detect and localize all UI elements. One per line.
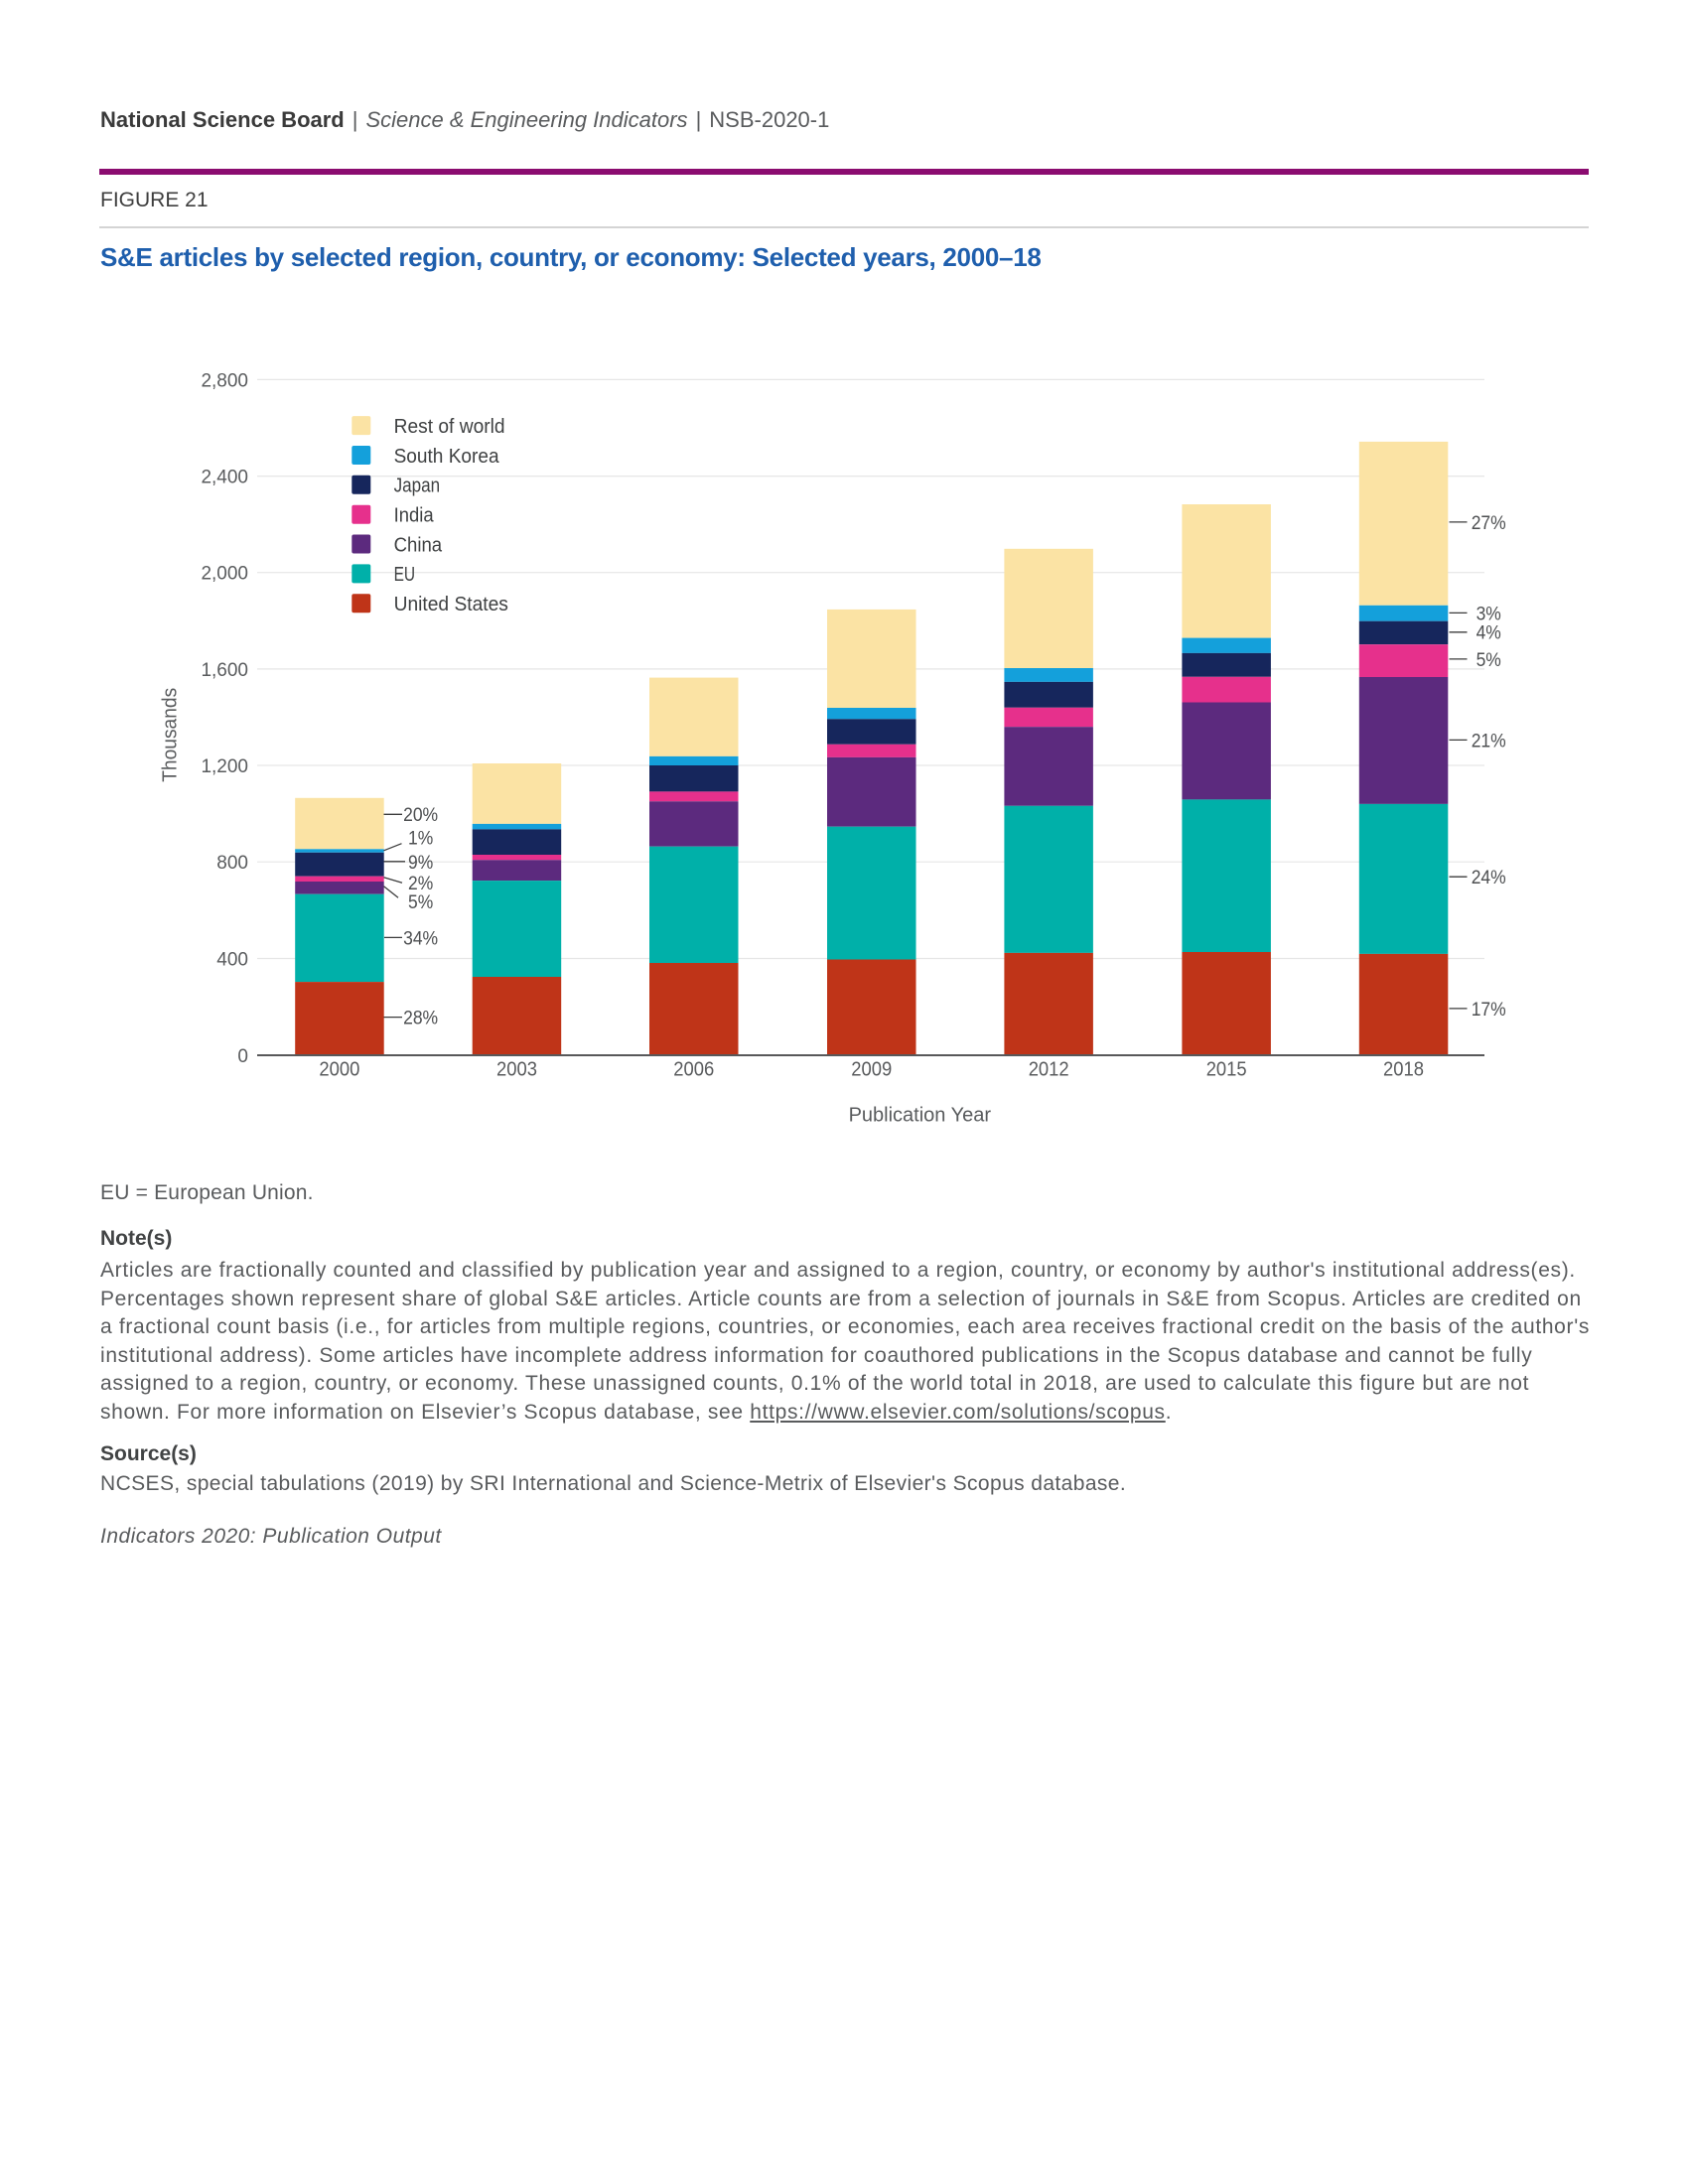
svg-text:28%: 28% [403, 1009, 438, 1029]
svg-text:Thousands: Thousands [160, 688, 182, 782]
svg-text:2006: 2006 [673, 1058, 714, 1080]
svg-text:2000: 2000 [319, 1058, 359, 1080]
svg-text:2018: 2018 [1383, 1058, 1424, 1080]
svg-text:400: 400 [216, 949, 248, 970]
svg-text:2%: 2% [408, 874, 433, 894]
svg-text:2,000: 2,000 [201, 564, 248, 585]
svg-text:27%: 27% [1472, 513, 1506, 534]
svg-text:2012: 2012 [1029, 1058, 1069, 1080]
svg-text:20%: 20% [403, 805, 438, 826]
svg-text:United States: United States [394, 594, 508, 615]
svg-text:South Korea: South Korea [394, 446, 500, 468]
svg-text:3%: 3% [1477, 604, 1501, 624]
svg-text:21%: 21% [1472, 731, 1506, 751]
svg-text:India: India [394, 505, 435, 527]
svg-text:24%: 24% [1472, 868, 1506, 888]
svg-text:800: 800 [216, 853, 248, 874]
svg-text:9%: 9% [408, 853, 433, 874]
svg-text:1%: 1% [408, 828, 433, 849]
svg-text:17%: 17% [1472, 1000, 1506, 1021]
svg-text:5%: 5% [408, 892, 433, 913]
svg-text:1,600: 1,600 [201, 660, 248, 681]
svg-text:Japan: Japan [394, 476, 441, 497]
svg-text:4%: 4% [1477, 623, 1501, 644]
svg-text:2015: 2015 [1206, 1058, 1247, 1080]
svg-text:2003: 2003 [496, 1058, 537, 1080]
svg-text:2,800: 2,800 [201, 370, 248, 391]
svg-text:1,200: 1,200 [201, 756, 248, 777]
svg-text:2,400: 2,400 [201, 468, 248, 488]
svg-text:China: China [394, 534, 443, 556]
svg-text:5%: 5% [1477, 650, 1501, 671]
svg-text:0: 0 [237, 1046, 248, 1067]
svg-text:34%: 34% [403, 928, 438, 949]
svg-text:Publication Year: Publication Year [849, 1105, 992, 1127]
svg-text:EU: EU [394, 564, 416, 586]
svg-text:2009: 2009 [851, 1058, 892, 1080]
svg-text:Rest of world: Rest of world [394, 416, 505, 438]
